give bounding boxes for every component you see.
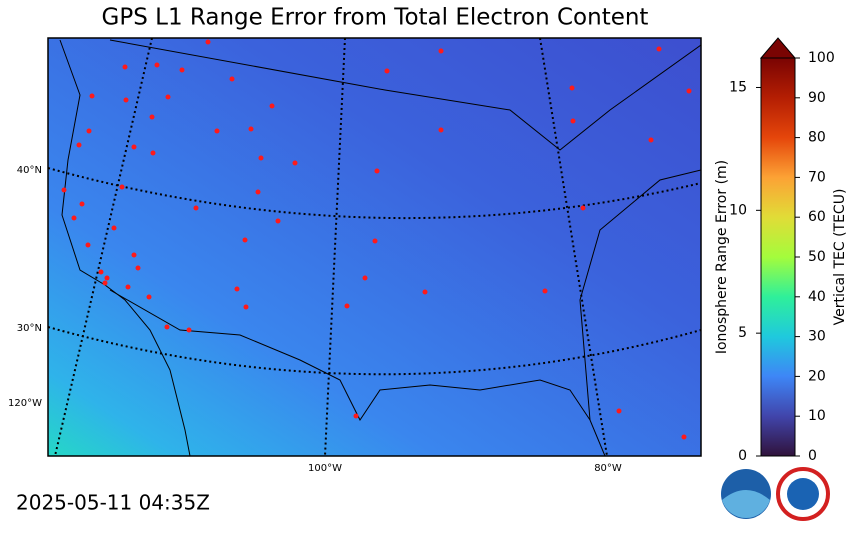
tec-tick-label: 80 [808,130,826,146]
graticule [324,38,346,456]
range-error-tick-label: 10 [729,202,747,218]
map [48,38,701,456]
graticule [48,326,701,376]
range-error-tick-label: 0 [738,448,747,464]
graticule [54,38,153,456]
graticule [48,167,701,220]
tec-tick-label: 70 [808,169,826,185]
tec-tick-label: 40 [808,289,826,305]
tec-tick-label: 10 [808,408,826,424]
colorbar [760,57,796,457]
timestamp: 2025-05-11 04:35Z [16,491,210,515]
range-error-tick-label: 5 [738,325,747,341]
lat-label: 40°N [17,165,42,176]
stations [61,39,692,440]
tec-tick-label: 0 [808,448,817,464]
tec-tick-label: 60 [808,209,826,225]
graticule [539,38,608,456]
lon-label: 120°W [8,398,42,409]
lat-label: 30°N [17,323,42,334]
border [109,39,701,151]
tec-tick-label: 20 [808,368,826,384]
range-error-label: Ionosphere Range Error (m) [714,160,730,354]
tec-tick-label: 90 [808,90,826,106]
coastline [579,169,701,421]
lon-label: 100°W [308,463,342,474]
colorbar-extend [759,37,797,59]
map-frame [47,37,702,457]
coastline [109,289,606,456]
logos [721,467,830,521]
range-error-tick-label: 15 [729,79,747,95]
tec-field [48,38,701,456]
tec-tick-label: 100 [808,50,835,66]
lon-label: 80°W [594,463,622,474]
title: GPS L1 Range Error from Total Electron C… [102,5,649,31]
tec-tick-label: 30 [808,329,826,345]
tec-label: Vertical TEC (TECU) [832,189,848,326]
tec-tick-label: 50 [808,249,826,265]
